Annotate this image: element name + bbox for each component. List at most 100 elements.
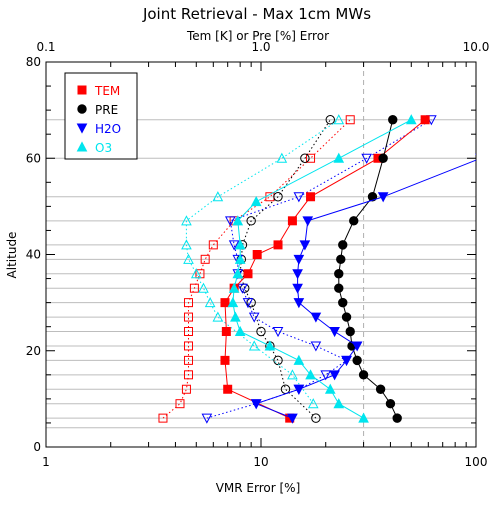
marker-square: [306, 153, 316, 163]
marker-square: [252, 250, 262, 259]
x-tick-label: 100: [465, 455, 488, 469]
marker-triangle-down: [201, 413, 213, 424]
marker-triangle-up: [324, 383, 336, 394]
marker-triangle-down: [237, 283, 248, 294]
series-line-o3-dotted: [185, 119, 340, 404]
axes: 1 10 100 0.1 1.0 10.0 0 20 40 60 80: [26, 40, 490, 469]
marker-circle: [358, 370, 369, 380]
marker-square: [220, 298, 230, 308]
marker-square: [189, 283, 199, 293]
marker-square: [181, 384, 191, 394]
series-line-tem-solid: [224, 119, 426, 419]
series-o3-solid: [227, 114, 417, 423]
marker-circle: [273, 355, 283, 366]
marker-square: [183, 355, 193, 365]
y-tick-label: 0: [33, 440, 41, 454]
marker-circle: [345, 326, 355, 337]
marker-square: [221, 327, 231, 336]
marker-triangle-up: [212, 311, 224, 322]
marker-square: [243, 269, 253, 279]
marker-triangle-down: [293, 298, 305, 309]
series-pre-solid: [334, 115, 402, 423]
marker-square: [158, 413, 168, 423]
marker-triangle-down: [228, 240, 240, 251]
x2-tick-label: 10.0: [463, 40, 490, 54]
legend-box: [64, 72, 138, 160]
marker-triangle-down: [250, 399, 262, 410]
marker-triangle-down: [293, 254, 305, 265]
marker-triangle-down: [320, 370, 332, 381]
marker-triangle-up: [264, 340, 276, 351]
marker-triangle-down: [248, 312, 260, 323]
x-tick-label: 1: [42, 455, 50, 469]
marker-triangle-up: [333, 114, 345, 125]
series-h2o-solid: [250, 153, 476, 424]
marker-triangle-down: [293, 192, 305, 203]
marker-triangle-down: [361, 153, 372, 164]
marker-circle: [341, 312, 352, 322]
marker-circle: [336, 254, 346, 265]
series-line-h2o-solid: [254, 159, 476, 419]
marker-triangle-down: [287, 413, 298, 424]
marker-triangle-up: [227, 297, 239, 308]
series-tem-dotted: [158, 115, 355, 423]
marker-triangle-down: [377, 192, 389, 203]
marker-triangle-down: [351, 341, 363, 352]
marker-triangle-up: [204, 297, 216, 308]
y-tick-label: 40: [26, 248, 41, 262]
marker-circle: [338, 240, 348, 250]
marker-circle: [256, 326, 266, 337]
marker-circle: [273, 192, 283, 202]
y-axis-title: Altitude: [5, 232, 19, 279]
marker-triangle-down: [224, 216, 236, 227]
marker-triangle-up: [293, 354, 305, 365]
marker-circle: [338, 297, 348, 308]
marker-square: [183, 370, 193, 380]
marker-triangle-up: [232, 215, 244, 226]
y-tick-label: 60: [26, 151, 41, 165]
marker-circle: [246, 216, 256, 226]
marker-triangle-down: [242, 298, 254, 309]
marker-square: [183, 298, 193, 308]
marker-triangle-up: [333, 152, 345, 163]
legend-label: O3: [95, 141, 112, 155]
marker-circle: [334, 269, 344, 279]
marker-triangle-down: [329, 370, 340, 381]
marker-triangle-up: [276, 152, 288, 163]
marker-triangle-down: [292, 269, 303, 280]
marker-triangle-down: [292, 283, 303, 294]
marker-square: [420, 115, 430, 125]
marker-circle: [367, 192, 378, 202]
legend: TEM PRE H2O O3: [64, 72, 138, 160]
marker-triangle-down: [310, 341, 322, 352]
y-tick-label: 20: [26, 344, 41, 358]
x2-tick-label: 1.0: [251, 40, 270, 54]
marker-square: [223, 384, 233, 394]
series-line-h2o-dotted: [206, 119, 432, 419]
marker-triangle-down: [302, 216, 314, 227]
x-axis-title: VMR Error [%]: [216, 481, 301, 495]
grid: [46, 119, 476, 429]
y-tick-label: 80: [26, 55, 41, 69]
marker-triangle-down: [310, 312, 322, 323]
marker-circle: [300, 153, 310, 163]
marker-triangle-up: [232, 268, 244, 279]
marker-triangle-up: [181, 239, 192, 250]
marker-circle: [349, 216, 359, 226]
x2-axis-title: Tem [K] or Pre [%] Error: [186, 29, 329, 43]
marker-triangle-up: [228, 282, 240, 293]
marker-triangle-up: [333, 398, 345, 409]
marker-square: [220, 355, 230, 365]
marker-triangle-up: [181, 215, 192, 226]
marker-square: [183, 327, 193, 336]
marker-circle: [325, 115, 335, 125]
marker-triangle-up: [234, 239, 246, 250]
legend-label: PRE: [95, 103, 118, 117]
marker-triangle-up: [212, 191, 224, 202]
marker-triangle-up: [76, 141, 88, 152]
marker-circle: [378, 153, 388, 163]
marker-circle: [385, 398, 396, 409]
marker-circle: [352, 355, 362, 366]
marker-triangle-up: [405, 114, 417, 125]
